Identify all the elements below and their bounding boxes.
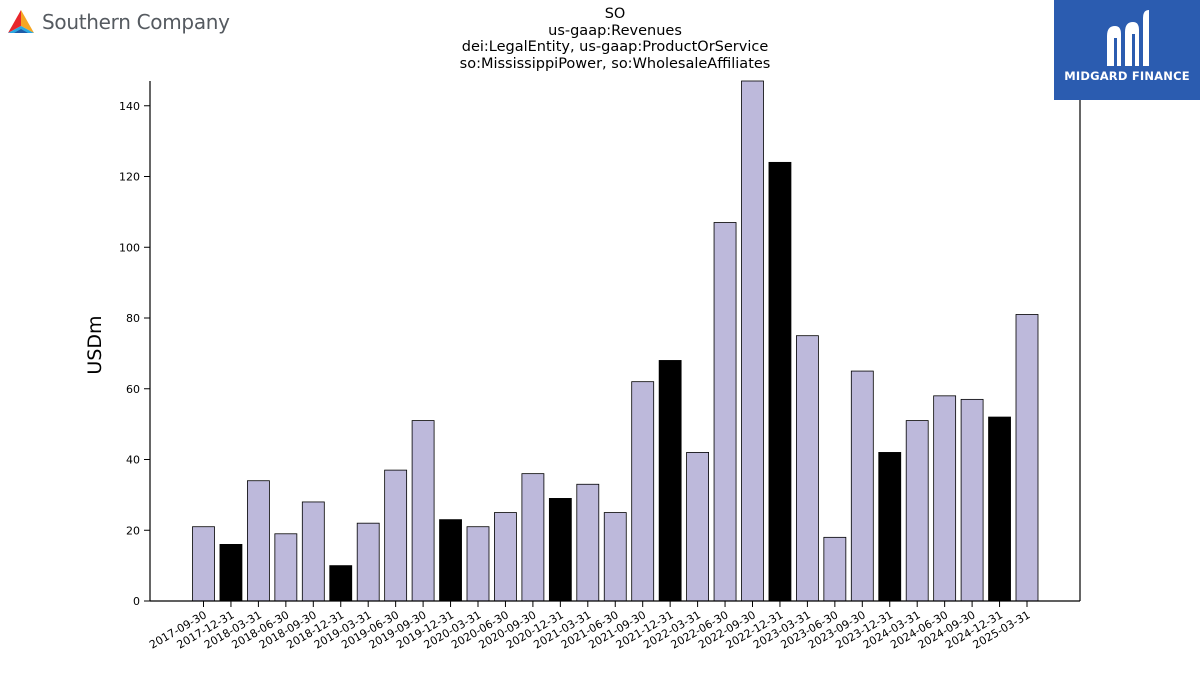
chart-subtitle-line-1: us-gaap:Revenues: [548, 22, 682, 39]
y-tick-label-120: 120: [119, 171, 140, 184]
bar-2023-09-30: [850, 370, 874, 602]
bar-2024-12-31: [988, 416, 1011, 602]
chart-title: SO: [604, 6, 626, 22]
y-tick-label-0: 0: [133, 595, 140, 608]
y-tick-label-80: 80: [126, 312, 140, 325]
bar-2022-06-30: [713, 222, 737, 602]
bar-2024-03-31: [905, 420, 929, 602]
bar-2020-03-31: [466, 526, 490, 602]
bar-2023-06-30: [823, 536, 847, 602]
midgard-m-icon: [1107, 10, 1149, 66]
brand-name: Southern Company: [42, 10, 230, 34]
chart-subtitle-line-2: dei:LegalEntity, us-gaap:ProductOrServic…: [461, 39, 769, 55]
bar-2024-09-30: [960, 398, 984, 602]
bar-2019-09-30: [411, 420, 435, 602]
bar-2022-09-30: [741, 80, 764, 602]
bar-2021-12-31: [658, 360, 682, 602]
y-axis-label: USDm: [84, 315, 106, 374]
bar-2021-03-31: [576, 483, 600, 602]
bar-2024-06-30: [933, 395, 957, 602]
bar-2017-12-31: [219, 544, 243, 602]
bar-2018-06-30: [274, 533, 298, 602]
bar-2025-03-31: [1015, 314, 1039, 602]
bar-2019-06-30: [384, 469, 408, 602]
midgard-finance-label: MIDGARD FINANCE: [1064, 69, 1190, 83]
bar-2020-12-31: [548, 498, 572, 602]
bar-2018-09-30: [301, 501, 325, 602]
bar-2018-12-31: [329, 565, 353, 602]
bar-2020-06-30: [494, 512, 517, 602]
bar-2022-12-31: [768, 161, 792, 602]
bar-2023-03-31: [796, 335, 819, 602]
bar-2019-03-31: [356, 522, 380, 602]
bar-2018-03-31: [246, 480, 270, 602]
chart-subtitle-line-3: so:MississippiPower, so:WholesaleAffilia…: [459, 55, 771, 72]
bar-2020-09-30: [521, 473, 545, 602]
bar-2021-06-30: [603, 512, 627, 602]
bar-2023-12-31: [878, 452, 902, 602]
bar-2019-12-31: [439, 519, 462, 602]
brand-logo: Southern Company: [6, 6, 230, 38]
southern-company-triangle-icon: [8, 10, 34, 33]
bar-2021-09-30: [631, 381, 655, 602]
midgard-finance-badge: MIDGARD FINANCE: [1054, 0, 1200, 100]
y-tick-label-100: 100: [119, 241, 140, 254]
bar-2017-09-30: [192, 526, 215, 602]
y-tick-label-140: 140: [119, 100, 140, 113]
y-tick-label-20: 20: [126, 524, 140, 537]
y-tick-label-60: 60: [126, 383, 140, 396]
y-tick-label-40: 40: [126, 454, 140, 467]
chart-titles: SO us-gaap:Revenues dei:LegalEntity, us-…: [150, 6, 1080, 72]
bar-2022-03-31: [686, 452, 709, 602]
